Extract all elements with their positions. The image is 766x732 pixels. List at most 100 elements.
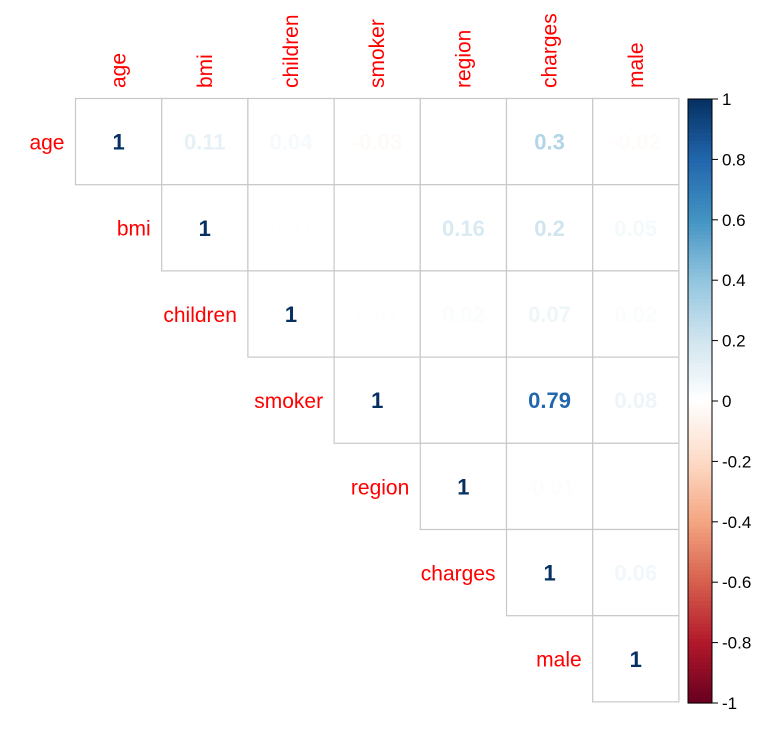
- cell-age-charges: [505, 97, 594, 186]
- colorbar-band: [688, 348, 712, 353]
- cell-age-children: [247, 97, 335, 186]
- colorbar-band: [688, 212, 712, 217]
- colorbar-band: [688, 563, 712, 568]
- colorbar-band: [688, 208, 712, 213]
- colorbar-band: [688, 272, 712, 278]
- colorbar-band: [688, 374, 712, 379]
- colorbar-band: [688, 518, 712, 523]
- row-label-children: children: [163, 304, 237, 327]
- cell-value-age-charges: 0.3: [534, 130, 565, 155]
- colorbar-band: [688, 559, 712, 564]
- colorbar-band: [688, 412, 712, 417]
- colorbar-band: [688, 548, 712, 553]
- colorbar-band: [688, 593, 712, 598]
- colorbar-band: [688, 450, 712, 455]
- cell-value-bmi-male: 0.05: [614, 216, 657, 241]
- cell-age-age: [74, 97, 163, 186]
- colorbar-band: [688, 635, 712, 640]
- cell-value-charges-male: 0.06: [614, 561, 657, 586]
- column-label-smoker: smoker: [366, 19, 389, 88]
- colorbar-band: [688, 261, 712, 266]
- colorbar-band: [688, 174, 712, 179]
- colorbar-band: [688, 238, 712, 244]
- colorbar-band: [688, 204, 712, 210]
- colorbar-band: [688, 544, 712, 549]
- colorbar-band: [688, 344, 712, 349]
- colorbar-band: [688, 234, 712, 240]
- colorbar-band: [688, 570, 712, 576]
- colorbar-band: [688, 325, 712, 330]
- cell-children-region: [419, 270, 508, 358]
- cell-value-age-children: 0.04: [270, 130, 314, 155]
- cell-bmi-charges: [505, 184, 594, 272]
- colorbar-band: [688, 672, 712, 678]
- colorbar-band: [688, 385, 712, 391]
- colorbar-band: [688, 461, 712, 466]
- colorbar-band: [688, 525, 712, 530]
- colorbar-band: [688, 555, 712, 561]
- colorbar-band: [688, 502, 712, 508]
- cell-age-smoker: [333, 97, 421, 186]
- colorbar-band: [688, 336, 712, 342]
- colorbar-tick-label: -1: [722, 694, 737, 713]
- cell-male-male: [592, 615, 680, 703]
- cell-age-bmi: [161, 97, 249, 186]
- colorbar-band: [688, 567, 712, 572]
- colorbar-band: [688, 155, 712, 160]
- colorbar-band: [688, 363, 712, 368]
- colorbar-band: [688, 612, 712, 617]
- colorbar-band: [688, 589, 712, 595]
- cell-region-region: [419, 442, 508, 531]
- cell-children-male: [592, 270, 680, 358]
- colorbar-band: [688, 382, 712, 387]
- colorbar-band: [688, 438, 712, 444]
- column-label-age: age: [108, 53, 131, 88]
- colorbar-band: [688, 487, 712, 493]
- colorbar-band: [688, 616, 712, 621]
- colorbar-band: [688, 608, 712, 613]
- colorbar-band: [688, 291, 712, 296]
- colorbar-tick-label: 0.6: [722, 211, 746, 230]
- cell-value-children-smoker: 0.01: [356, 302, 399, 327]
- colorbar-band: [688, 393, 712, 398]
- column-label-bmi: bmi: [194, 54, 217, 88]
- colorbar-band: [688, 578, 712, 583]
- cell-charges-male: [592, 528, 680, 617]
- colorbar-band: [688, 117, 712, 123]
- colorbar-band: [688, 151, 712, 157]
- cell-value-male-male: 1: [630, 647, 642, 672]
- colorbar-band: [688, 623, 712, 629]
- colorbar-band: [688, 367, 712, 372]
- cell-value-children-region: 0.02: [442, 302, 485, 327]
- cell-region-male: [592, 442, 680, 531]
- colorbar-band: [688, 102, 712, 108]
- cell-value-bmi-charges: 0.2: [534, 216, 565, 241]
- colorbar-band: [688, 99, 712, 104]
- colorbar-band: [688, 280, 712, 285]
- colorbar-tick-label: -0.4: [722, 513, 751, 532]
- colorbar-band: [688, 314, 712, 319]
- colorbar-band: [688, 163, 712, 168]
- colorbar-tick-label: 0.2: [722, 332, 746, 351]
- colorbar-band: [688, 457, 712, 462]
- colorbar-tick-label: 1: [722, 90, 731, 109]
- cell-value-bmi-region: 0.16: [442, 216, 485, 241]
- colorbar-band: [688, 216, 712, 221]
- colorbar-tick-label: -0.6: [722, 573, 751, 592]
- colorbar-band: [688, 480, 712, 485]
- cell-value-smoker-smoker: 1: [371, 388, 383, 413]
- colorbar-band: [688, 351, 712, 357]
- column-labels: age bmi children smoker region charges male: [108, 13, 648, 88]
- colorbar-band: [688, 295, 712, 300]
- colorbar-band: [688, 442, 712, 447]
- cell-children-children: [247, 270, 335, 358]
- colorbar-band: [688, 250, 712, 255]
- colorbar-band: [688, 306, 712, 311]
- colorbar-band: [688, 144, 712, 149]
- colorbar-band: [688, 540, 712, 546]
- colorbar-band: [688, 676, 712, 681]
- cell-children-charges: [505, 270, 594, 358]
- colorbar-band: [688, 453, 712, 459]
- colorbar-band: [688, 631, 712, 636]
- colorbar-band: [688, 189, 712, 194]
